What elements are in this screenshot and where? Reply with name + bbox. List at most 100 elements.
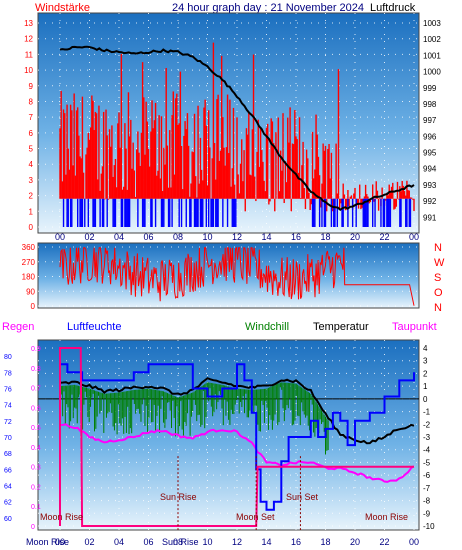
hour-tick: 20: [350, 232, 360, 242]
wind-tick: 7: [29, 113, 34, 122]
hour-tick: 00: [55, 537, 65, 547]
hour-tick: 00: [409, 537, 419, 547]
wind-tick: 1: [29, 207, 34, 216]
hour-tick: 20: [350, 537, 360, 547]
humidity-tick: 68: [4, 451, 12, 458]
humidity-tick: 64: [4, 484, 12, 491]
hour-tick: 00: [55, 232, 65, 242]
rain-y-axis: 0 0.1 0.2 0.3 0.4 0.5 0.6 0.7 0.8 0.9: [31, 346, 41, 531]
wind-tick: 3: [29, 176, 34, 185]
temperature-tick: -1: [423, 408, 431, 417]
temperature-tick: -2: [423, 420, 431, 429]
rain-tick: 0.8: [31, 366, 41, 373]
hour-tick: 16: [291, 537, 301, 547]
direction-label: N: [434, 242, 442, 254]
humidity-tick: 78: [4, 370, 12, 377]
hour-tick: 22: [379, 232, 389, 242]
sun-rise-label: Sun Rise: [160, 492, 197, 502]
wind-bars: [59, 42, 415, 212]
rain-tick: 0.2: [31, 484, 41, 491]
direction-label: O: [434, 287, 443, 299]
humidity-tick: 80: [4, 354, 12, 361]
hour-tick: 10: [202, 232, 212, 242]
humidity-tick: 76: [4, 386, 12, 393]
hour-tick: 04: [114, 537, 124, 547]
wind-tick: 10: [24, 66, 33, 75]
rain-tick: 0: [31, 524, 35, 531]
temperature-tick: -8: [423, 497, 431, 506]
humidity-y-axis: 60 62 64 66 68 70 72 74 76 78 80: [4, 354, 12, 523]
wind-tick: 12: [24, 35, 33, 44]
hour-tick: 02: [84, 537, 94, 547]
right-axis-title: Luftdruck: [370, 2, 416, 14]
rain-tick: 0.9: [31, 346, 41, 353]
direction-tick: 90: [26, 287, 35, 296]
temperature-tick: 3: [423, 357, 428, 366]
direction-label: W: [434, 257, 445, 269]
hour-tick: 02: [84, 232, 94, 242]
direction-tick: 270: [22, 258, 36, 267]
rain-line: [59, 347, 414, 527]
wind-tick: 8: [29, 97, 34, 106]
pressure-tick: 999: [423, 84, 437, 93]
direction-label: N: [434, 302, 442, 314]
rain-tick: 0.6: [31, 405, 41, 412]
pressure-tick: 1001: [423, 51, 441, 60]
bottom-sun-rise-label: Sun Rise: [162, 537, 199, 547]
pressure-tick: 994: [423, 165, 437, 174]
chart-title: 24 hour graph day : 21 November 2024: [172, 2, 364, 14]
pressure-tick: 1000: [423, 68, 441, 77]
temperature-y-axis: 4 3 2 1 0 -1 -2 -3 -4 -5 -6 -7 -8 -9 -10: [423, 344, 435, 531]
hour-tick: 16: [291, 232, 301, 242]
temperature-tick: -7: [423, 484, 431, 493]
humidity-tick: 70: [4, 435, 12, 442]
humidity-tick: 60: [4, 516, 12, 523]
pressure-tick: 995: [423, 149, 437, 158]
moon-rise-label-right: Moon Rise: [365, 512, 408, 522]
pressure-line: [59, 45, 415, 211]
rain-tick: 0.1: [31, 504, 41, 511]
left-axis-title: Windstärke: [35, 2, 90, 14]
direction-tick: 180: [22, 273, 36, 282]
wind-tick: 11: [25, 50, 34, 59]
x-axis-ticks-3: 00 02 04 06 08 10 12 14 16 18 20 22 00: [55, 537, 419, 547]
windchill-label: Windchill: [245, 321, 289, 333]
direction-tick: 0: [31, 302, 36, 311]
humidity-tick: 72: [4, 419, 12, 426]
direction-tick: 360: [22, 243, 36, 252]
bottom-moon-rise-label: Moon Rise: [26, 537, 69, 547]
sun-moon-markers: [177, 456, 301, 530]
direction-y-axis: 0 90 180 270 360: [22, 243, 36, 311]
hour-tick: 18: [320, 232, 330, 242]
x-axis-ticks-1: 00 02 04 06 08 10 12 14 16 18 20 22 00: [55, 232, 419, 242]
hour-tick: 10: [202, 537, 212, 547]
windchill-spikes: [59, 382, 329, 455]
hour-tick: 14: [261, 537, 271, 547]
humidity-label: Luftfeuchte: [67, 321, 121, 333]
pressure-tick: 997: [423, 116, 437, 125]
wind-tick: 4: [29, 160, 34, 169]
temperature-tick: -4: [423, 446, 431, 455]
hour-tick: 14: [261, 232, 271, 242]
temperature-tick: 1: [423, 382, 428, 391]
hour-tick: 18: [320, 537, 330, 547]
hour-tick: 12: [232, 232, 242, 242]
temperature-tick: 2: [423, 369, 428, 378]
dewpoint-line: [59, 423, 415, 483]
humidity-tick: 74: [4, 403, 12, 410]
hour-tick: 22: [379, 537, 389, 547]
temperature-tick: -6: [423, 471, 431, 480]
temperature-tick: 4: [423, 344, 428, 353]
rain-label: Regen: [2, 321, 34, 333]
wind-tick: 5: [29, 145, 34, 154]
rain-tick: 0.5: [31, 425, 41, 432]
wind-tick: 13: [24, 19, 33, 28]
hour-tick: 08: [173, 232, 183, 242]
wind-tick: 2: [29, 192, 34, 201]
temp-humidity-panel: [37, 339, 420, 531]
humidity-tick: 62: [4, 500, 12, 507]
hour-tick: 12: [232, 537, 242, 547]
